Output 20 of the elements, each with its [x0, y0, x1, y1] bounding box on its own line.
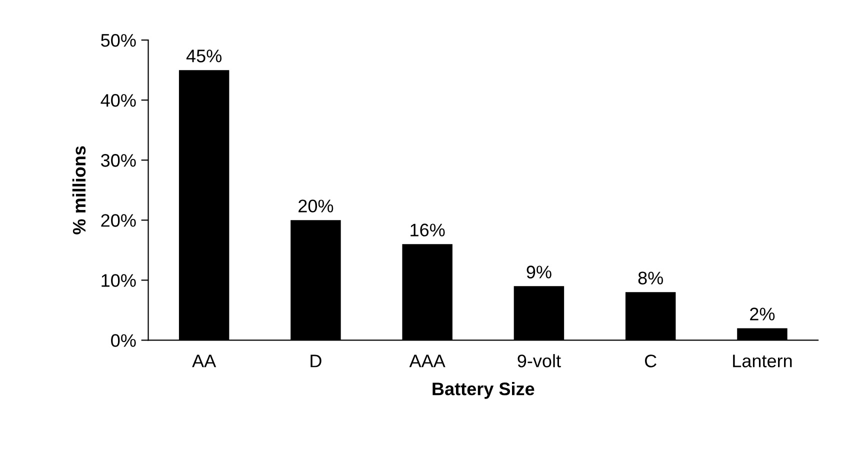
data-label: 8%: [638, 272, 663, 284]
data-label: 9%: [526, 266, 552, 278]
y-tick-label: 50%: [101, 34, 136, 47]
data-label: 16%: [410, 224, 445, 236]
y-tick-label: 30%: [101, 154, 136, 167]
data-label: 2%: [750, 308, 775, 320]
x-axis-title: Battery Size: [432, 382, 534, 399]
y-tick-label: 10%: [102, 274, 136, 287]
x-tick-label: C: [644, 354, 656, 368]
x-tick-label: 9-volt: [518, 354, 561, 368]
x-tick-label: D: [310, 354, 322, 368]
y-axis-title: % millions: [72, 146, 86, 234]
y-tick-label: 20%: [101, 214, 136, 227]
y-tick-label: 40%: [100, 94, 136, 107]
y-tick-label: 0%: [111, 334, 136, 347]
x-tick-label: AA: [192, 354, 216, 368]
x-tick-label: Lantern: [733, 354, 792, 368]
data-label: 45%: [186, 50, 222, 62]
data-label: 20%: [298, 200, 334, 212]
x-tick-label: AAA: [409, 354, 446, 368]
